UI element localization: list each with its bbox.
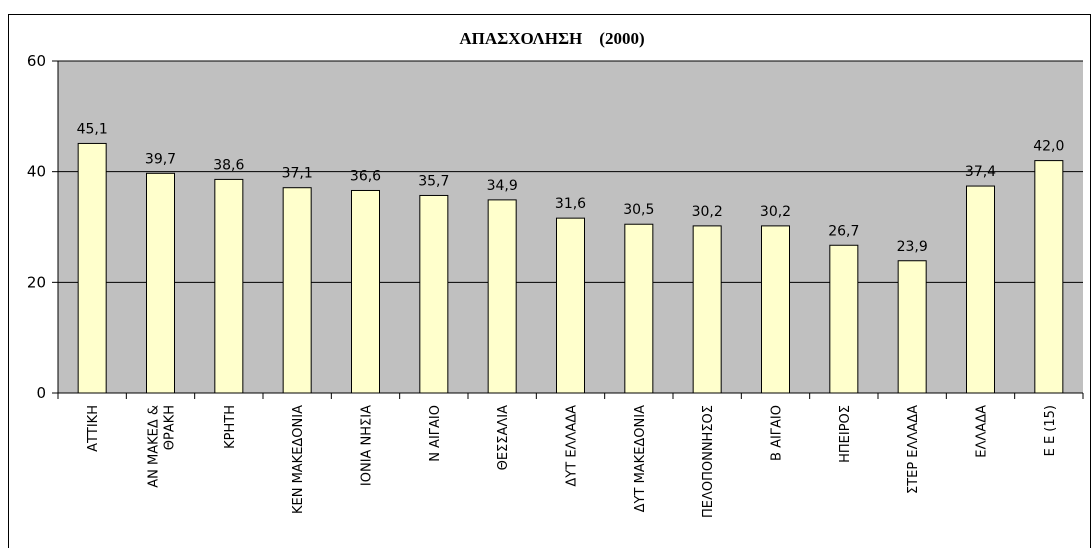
value-label: 30,2 <box>760 204 791 220</box>
value-label: 31,6 <box>555 196 586 212</box>
value-label: 23,9 <box>897 239 928 255</box>
bar <box>829 244 859 394</box>
bar <box>692 225 722 394</box>
value-label: 42,0 <box>1033 139 1064 155</box>
x-tick-label: Β ΑΙΓΑΙΟ <box>770 405 785 461</box>
bar <box>487 199 517 394</box>
value-label: 34,9 <box>487 178 518 194</box>
value-label: 30,5 <box>623 202 654 218</box>
x-tick-label: Ν ΑΙΓΑΙΟ <box>428 405 443 462</box>
bar <box>214 178 244 394</box>
value-label: 30,2 <box>692 204 723 220</box>
value-label: 26,7 <box>828 223 859 239</box>
y-tick-label: 0 <box>36 384 46 402</box>
bar <box>351 189 380 394</box>
bar <box>624 223 654 394</box>
bar <box>556 217 585 394</box>
bar <box>282 187 312 394</box>
x-tick-label: ΠΕΛΟΠΟΝΝΗΣΟΣ <box>701 405 716 518</box>
x-tick-label: ΗΠΕΙΡΟΣ <box>838 405 853 463</box>
x-tick-label: ΘΕΣΣΑΛΙΑ <box>496 405 511 470</box>
y-tick-label: 20 <box>27 273 46 291</box>
value-label: 36,6 <box>350 168 381 184</box>
x-tick-label: ΑΤΤΙΚΗ <box>86 405 101 452</box>
x-tick-label: ΚΕΝ ΜΑΚΕΔΟΝΙΑ <box>291 405 306 514</box>
x-tick-label: ΣΤΕΡ ΕΛΛΑΔΑ <box>906 405 921 494</box>
y-tick-label: 60 <box>27 52 46 70</box>
x-tick-label: ΚΡΗΤΗ <box>223 405 238 449</box>
value-label: 37,4 <box>965 164 996 180</box>
value-label: 38,6 <box>213 157 244 173</box>
bar <box>419 194 449 394</box>
value-label: 39,7 <box>145 151 176 167</box>
value-label: 37,1 <box>282 166 313 182</box>
chart-title: ΑΠΑΣΧΟΛΗΣΗ (2000) <box>459 29 644 48</box>
x-tick-label: ΕΛΛΑΔΑ <box>975 405 990 458</box>
y-tick-label: 40 <box>27 163 46 181</box>
bar <box>761 225 790 394</box>
value-label: 35,7 <box>418 173 449 189</box>
x-tick-label: ΔΥΤ ΕΛΛΑΔΑ <box>565 405 580 487</box>
value-label: 45,1 <box>77 121 108 137</box>
bar <box>77 142 107 394</box>
x-tick-label: Ε Ε (15) <box>1043 405 1058 456</box>
x-tick-label: ΔΥΤ ΜΑΚΕΔΟΝΙΑ <box>633 405 648 512</box>
x-tick-label: ΙΟΝΙΑ ΝΗΣΙΑ <box>360 405 375 486</box>
bar <box>966 185 995 394</box>
bar <box>146 172 175 394</box>
bar <box>897 260 927 394</box>
bar <box>1034 160 1064 394</box>
x-tick-label: ΑΝ ΜΑΚΕΔ &ΘΡΑΚΗ <box>147 405 178 488</box>
